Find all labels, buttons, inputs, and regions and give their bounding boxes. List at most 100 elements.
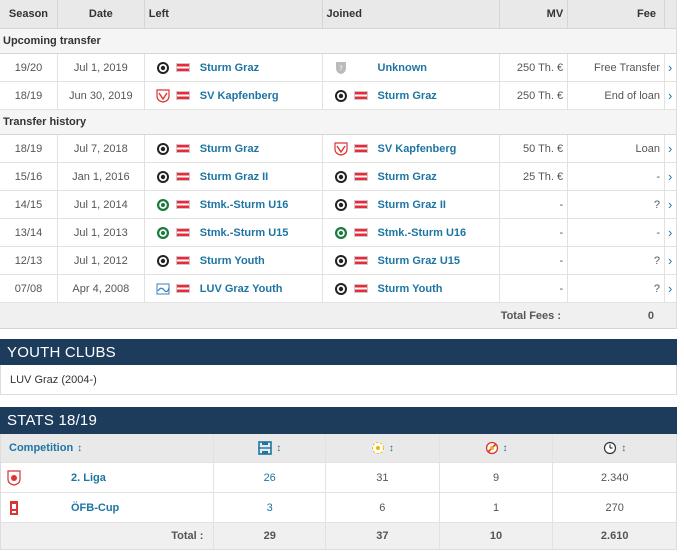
date-cell: Jul 1, 2019 (58, 54, 145, 81)
austria-flag-icon (175, 63, 190, 72)
transfer-row[interactable]: 15/16 Jan 1, 2016 Sturm Graz II Sturm Graz 2… (0, 163, 676, 191)
cup-crest-icon (10, 500, 18, 515)
col-appearances[interactable]: ↕ (214, 434, 327, 462)
transfer-row[interactable]: 18/19 Jun 30, 2019 SV Kapfenberg Sturm Graz… (0, 82, 676, 110)
transfer-row[interactable]: 13/14 Jul 1, 2013 Stmk.-Sturm U15 Stmk.-Stu… (0, 219, 676, 247)
col-mv[interactable]: MV (500, 0, 569, 28)
transfer-row[interactable]: 07/08 Apr 4, 2008 LUV Graz Youth Sturm Yout… (0, 275, 676, 303)
market-value-cell: - (500, 275, 569, 302)
joined-club-link[interactable]: Unknown (377, 61, 428, 74)
joined-club-link[interactable]: SV Kapfenberg (377, 142, 457, 155)
market-value-cell: 250 Th. € (500, 82, 569, 109)
austria-flag-icon (353, 144, 368, 153)
chevron-right-icon[interactable]: › (668, 169, 673, 184)
joined-club-link[interactable]: Sturm Graz II (377, 198, 446, 211)
stats-total-row: Total : 29 37 10 2.610 (1, 523, 676, 550)
row-arrow-cell: › (665, 163, 676, 190)
joined-club-cell: Sturm Graz (323, 82, 501, 109)
col-goals[interactable]: ↕ (326, 434, 440, 462)
transfer-row[interactable]: 12/13 Jul 1, 2012 Sturm Youth Sturm Graz U1… (0, 247, 676, 275)
total-fees-row: Total Fees : 0 (0, 303, 676, 329)
joined-club-link[interactable]: Sturm Graz (377, 170, 437, 183)
left-club-link[interactable]: Stmk.-Sturm U15 (199, 226, 289, 239)
chevron-right-icon[interactable]: › (668, 60, 673, 75)
left-club-link[interactable]: Stmk.-Sturm U16 (199, 198, 289, 211)
competition-link[interactable]: 2. Liga (71, 471, 106, 484)
row-arrow-cell: › (665, 82, 676, 109)
left-club-link[interactable]: Sturm Graz (199, 142, 260, 155)
appearances-link[interactable]: 26 (263, 471, 276, 484)
joined-club-cell: Sturm Graz U15 (323, 247, 501, 274)
col-season[interactable]: Season (0, 0, 58, 28)
joined-club-cell: Stmk.-Sturm U16 (323, 219, 501, 246)
austria-flag-icon (175, 284, 190, 293)
col-joined[interactable]: Joined (323, 0, 501, 28)
transfer-row[interactable]: 18/19 Jul 7, 2018 Sturm Graz SV Kapfenberg 5… (0, 135, 676, 163)
chevron-right-icon[interactable]: › (668, 253, 673, 268)
austria-flag-icon (175, 200, 190, 209)
stmk-sturm-crest-icon (334, 226, 347, 239)
stats-title: STATS 18/19 (0, 407, 677, 434)
austria-flag-icon (353, 228, 368, 237)
sort-icon: ↕ (621, 442, 627, 454)
col-date[interactable]: Date (58, 0, 145, 28)
left-club-cell: Sturm Graz (145, 135, 323, 162)
date-cell: Jul 7, 2018 (58, 135, 145, 162)
sort-icon: ↕ (77, 442, 83, 454)
kapfenberg-crest-icon (156, 88, 170, 103)
joined-club-link[interactable]: Sturm Youth (377, 282, 443, 295)
austria-flag-icon (175, 144, 190, 153)
left-club-link[interactable]: LUV Graz Youth (199, 282, 283, 295)
unknown-crest-icon: ? (335, 61, 346, 74)
col-assists[interactable]: ↕ (440, 434, 554, 462)
season-cell: 14/15 (0, 191, 58, 218)
row-arrow-cell: › (665, 135, 676, 162)
left-club-link[interactable]: Sturm Youth (199, 254, 265, 267)
austria-flag-icon (353, 256, 368, 265)
transfer-history-label: Transfer history (0, 110, 676, 135)
col-arrow (665, 0, 676, 28)
boot-icon (485, 441, 498, 455)
left-club-cell: LUV Graz Youth (145, 275, 323, 302)
minutes-value: 2.340 (600, 471, 629, 484)
market-value-cell: - (500, 191, 569, 218)
col-competition[interactable]: Competition ↕ (1, 434, 215, 462)
joined-club-link[interactable]: Sturm Graz U15 (377, 254, 461, 267)
market-value-cell: 250 Th. € (500, 54, 569, 81)
col-fee[interactable]: Fee (568, 0, 666, 28)
stmk-sturm-crest-icon (156, 198, 169, 211)
austria-flag-icon (353, 284, 368, 293)
fee-cell: ? (568, 247, 666, 274)
stats-row: 2. Liga 26 31 9 2.340 (1, 463, 676, 493)
sort-icon: ↕ (388, 442, 394, 454)
youth-clubs-text: LUV Graz (2004-) (0, 365, 677, 395)
total-assists: 10 (440, 523, 554, 549)
left-club-link[interactable]: Sturm Graz II (199, 170, 269, 183)
transfer-row[interactable]: 19/20 Jul 1, 2019 Sturm Graz? Unknown 250 Th… (0, 54, 676, 82)
competition-label: Competition (9, 442, 74, 454)
joined-club-link[interactable]: Sturm Graz (377, 89, 437, 102)
chevron-right-icon[interactable]: › (668, 88, 673, 103)
chevron-right-icon[interactable]: › (668, 225, 673, 240)
left-club-cell: Stmk.-Sturm U15 (145, 219, 323, 246)
liga-crest-icon (7, 469, 21, 486)
chevron-right-icon[interactable]: › (668, 197, 673, 212)
chevron-right-icon[interactable]: › (668, 141, 673, 156)
competition-link[interactable]: ÖFB-Cup (71, 501, 120, 514)
market-value-cell: - (500, 247, 569, 274)
market-value-cell: - (500, 219, 569, 246)
sturm-graz-crest-icon (156, 170, 169, 183)
col-left[interactable]: Left (145, 0, 323, 28)
chevron-right-icon[interactable]: › (668, 281, 673, 296)
date-cell: Jul 1, 2012 (58, 247, 145, 274)
left-club-link[interactable]: Sturm Graz (199, 61, 260, 74)
joined-club-cell: Sturm Youth (323, 275, 501, 302)
sort-icon: ↕ (502, 442, 508, 454)
assists-value: 1 (492, 501, 500, 514)
appearances-link[interactable]: 3 (266, 501, 273, 514)
fee-cell: - (568, 163, 666, 190)
left-club-link[interactable]: SV Kapfenberg (199, 89, 279, 102)
joined-club-link[interactable]: Stmk.-Sturm U16 (377, 226, 467, 239)
transfer-row[interactable]: 14/15 Jul 1, 2014 Stmk.-Sturm U16 Sturm Gra… (0, 191, 676, 219)
col-minutes[interactable]: ↕ (553, 434, 676, 462)
